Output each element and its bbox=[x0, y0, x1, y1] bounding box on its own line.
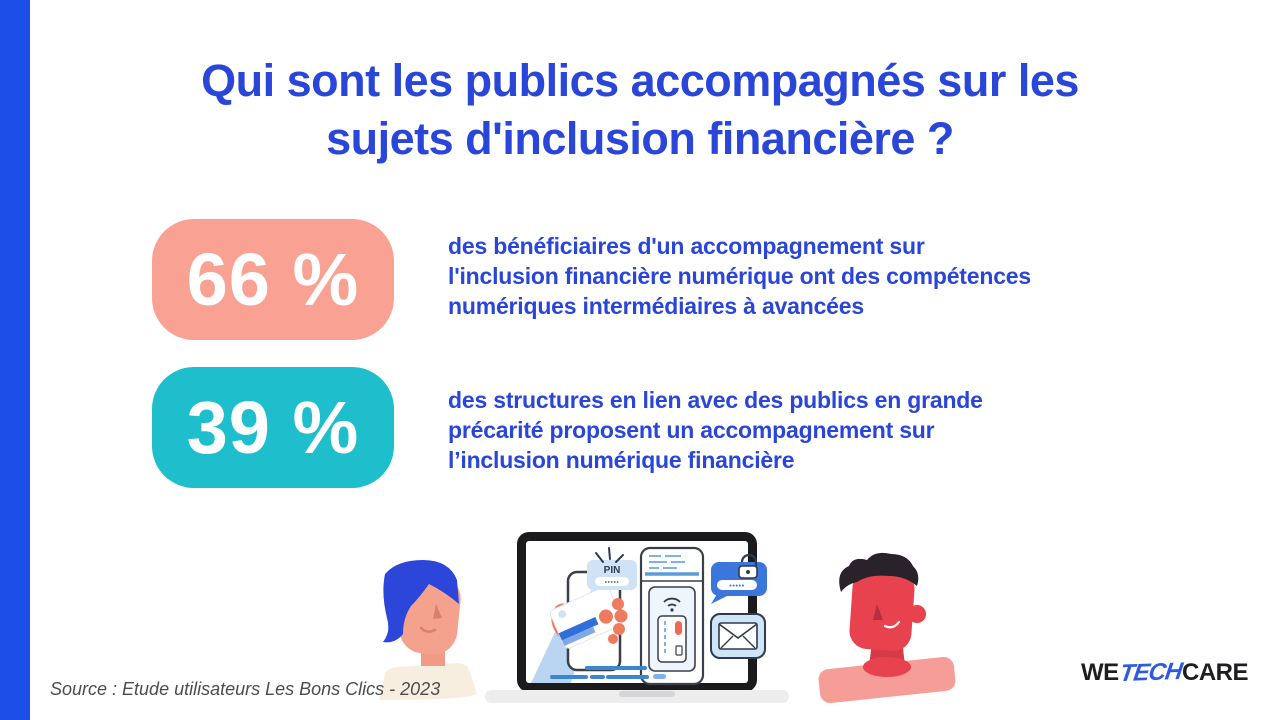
stat-66-line: des bénéficiaires d'un accompagnement su… bbox=[448, 233, 925, 259]
source-caption: Source : Etude utilisateurs Les Bons Cli… bbox=[50, 679, 441, 699]
page-title-line-1: Qui sont les publics accompagnés sur les bbox=[201, 55, 1079, 106]
woman-avatar bbox=[379, 560, 477, 700]
payment-terminal-icon bbox=[639, 546, 705, 686]
envelope-icon bbox=[710, 613, 766, 659]
stat-value-66: 66 % bbox=[186, 238, 360, 321]
page-title: Qui sont les publics accompagnés sur les… bbox=[90, 52, 1190, 168]
wifi-icon bbox=[663, 597, 681, 607]
stat-description-66: des bénéficiaires d'un accompagnement su… bbox=[448, 231, 1031, 321]
pin-label: PIN bbox=[604, 565, 621, 576]
lock-icon bbox=[738, 553, 758, 579]
stat-39-line: l’inclusion numérique financière bbox=[448, 447, 795, 473]
digital-payment-illustration: PIN ••••• bbox=[379, 532, 956, 704]
phone-in-hand bbox=[531, 570, 628, 683]
credit-card-icon bbox=[550, 586, 624, 649]
logo-tech: TECH bbox=[1117, 657, 1184, 688]
password-dots: ••••• bbox=[729, 581, 745, 590]
stat-39-line: des structures en lien avec des publics … bbox=[448, 387, 983, 413]
stat-badge-66-percent: 66 % bbox=[152, 219, 394, 340]
laptop: PIN ••••• bbox=[485, 532, 789, 703]
logo-we: WE bbox=[1080, 659, 1119, 686]
password-bubble: ••••• bbox=[711, 553, 767, 604]
logo-care: CARE bbox=[1181, 659, 1249, 686]
page-title-line-2: sujets d'inclusion financière ? bbox=[326, 113, 954, 164]
stat-value-39: 39 % bbox=[186, 386, 360, 469]
spark-lines bbox=[595, 547, 624, 563]
screen-text-lines bbox=[550, 666, 649, 679]
left-accent-bar bbox=[0, 0, 30, 720]
wetechcare-logo: WETECHCARE bbox=[1080, 657, 1249, 688]
man-avatar bbox=[818, 552, 956, 704]
stat-badge-39-percent: 39 % bbox=[152, 367, 394, 488]
stat-39-line: précarité proposent un accompagnement su… bbox=[448, 417, 935, 443]
pin-bubble: PIN ••••• bbox=[587, 560, 637, 594]
pin-dots: ••••• bbox=[605, 580, 620, 587]
stat-description-39: des structures en lien avec des publics … bbox=[448, 385, 983, 475]
stat-66-line: l'inclusion financière numérique ont des… bbox=[448, 263, 1031, 289]
stat-66-line: numériques intermédiaires à avancées bbox=[448, 293, 864, 319]
